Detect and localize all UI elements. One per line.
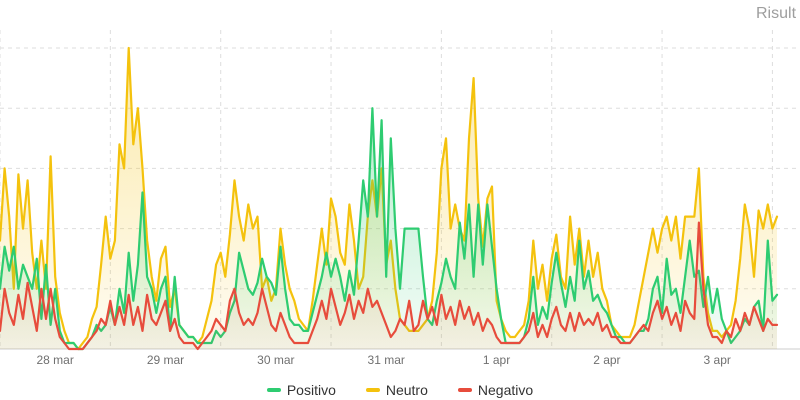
legend-label-neutro: Neutro (385, 382, 428, 398)
legend-item-positivo[interactable]: Positivo (266, 382, 336, 398)
x-axis: 28 mar 29 mar 30 mar 31 mar 1 apr 2 apr 3 apr (36, 353, 730, 367)
x-tick-label: 3 apr (704, 353, 731, 367)
legend-label-negativo: Negativo (477, 382, 534, 398)
results-label: Risult (756, 5, 797, 22)
legend-swatch-negativo (457, 388, 472, 392)
x-tick-label: 29 mar (147, 353, 184, 367)
legend-swatch-neutro (365, 388, 380, 392)
x-tick-label: 2 apr (593, 353, 620, 367)
x-tick-label: 30 mar (257, 353, 294, 367)
legend-item-neutro[interactable]: Neutro (365, 382, 428, 398)
x-tick-label: 28 mar (36, 353, 73, 367)
series-layer (0, 46, 779, 351)
line-negativo (0, 221, 779, 351)
legend-item-negativo[interactable]: Negativo (457, 382, 534, 398)
legend-label-positivo: Positivo (286, 382, 336, 398)
legend: Positivo Neutro Negativo (0, 382, 800, 398)
line-positivo (0, 107, 779, 351)
x-tick-label: 31 mar (368, 353, 405, 367)
x-tick-label: 1 apr (483, 353, 510, 367)
legend-swatch-positivo (266, 388, 281, 392)
